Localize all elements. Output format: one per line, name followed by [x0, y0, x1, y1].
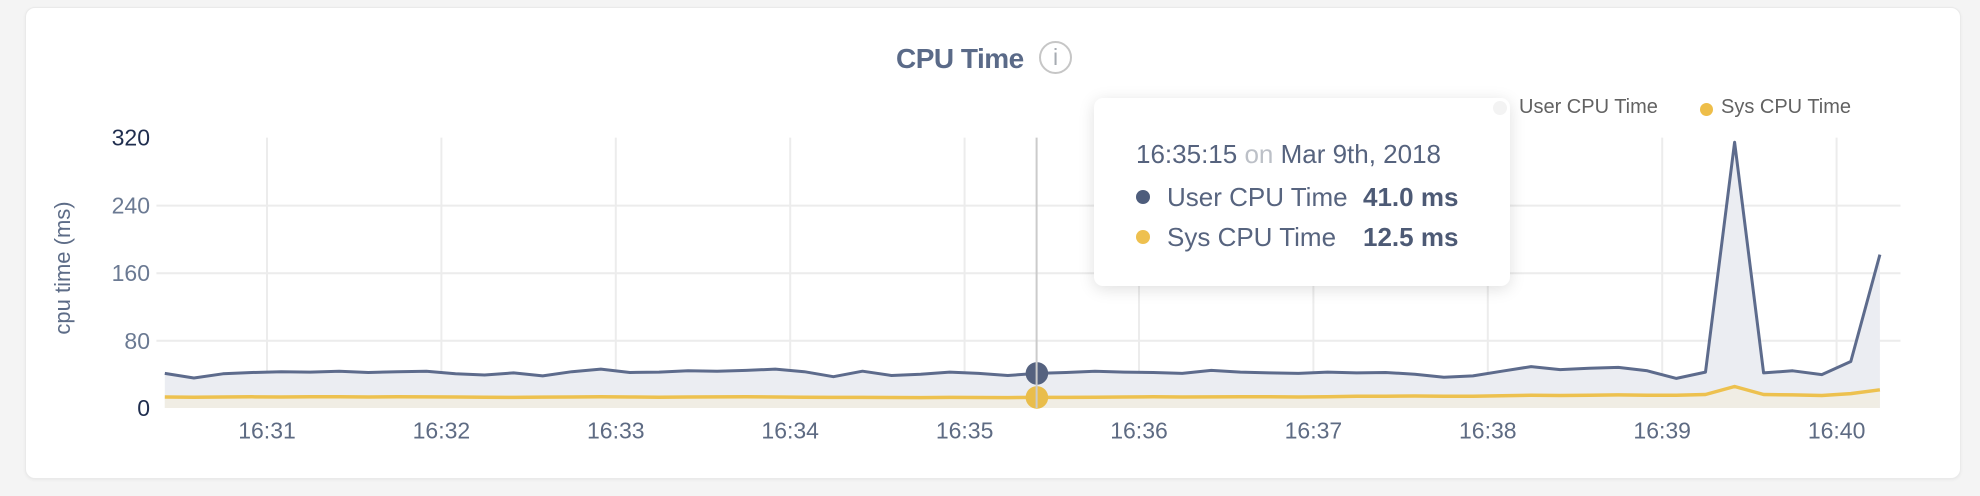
svg-text:16:40: 16:40	[1808, 418, 1866, 444]
svg-text:16:35: 16:35	[936, 418, 994, 444]
svg-text:0: 0	[137, 395, 150, 421]
svg-text:16:32: 16:32	[413, 418, 471, 444]
svg-text:16:37: 16:37	[1285, 418, 1343, 444]
svg-text:240: 240	[112, 193, 150, 219]
svg-text:16:36: 16:36	[1110, 418, 1168, 444]
svg-text:cpu time (ms): cpu time (ms)	[50, 201, 75, 334]
svg-text:16:33: 16:33	[587, 418, 645, 444]
svg-text:160: 160	[112, 260, 150, 286]
svg-text:16:38: 16:38	[1459, 418, 1517, 444]
svg-text:16:39: 16:39	[1633, 418, 1691, 444]
svg-text:80: 80	[124, 328, 150, 354]
svg-text:320: 320	[112, 125, 150, 151]
svg-text:16:31: 16:31	[238, 418, 296, 444]
svg-text:16:34: 16:34	[761, 418, 819, 444]
